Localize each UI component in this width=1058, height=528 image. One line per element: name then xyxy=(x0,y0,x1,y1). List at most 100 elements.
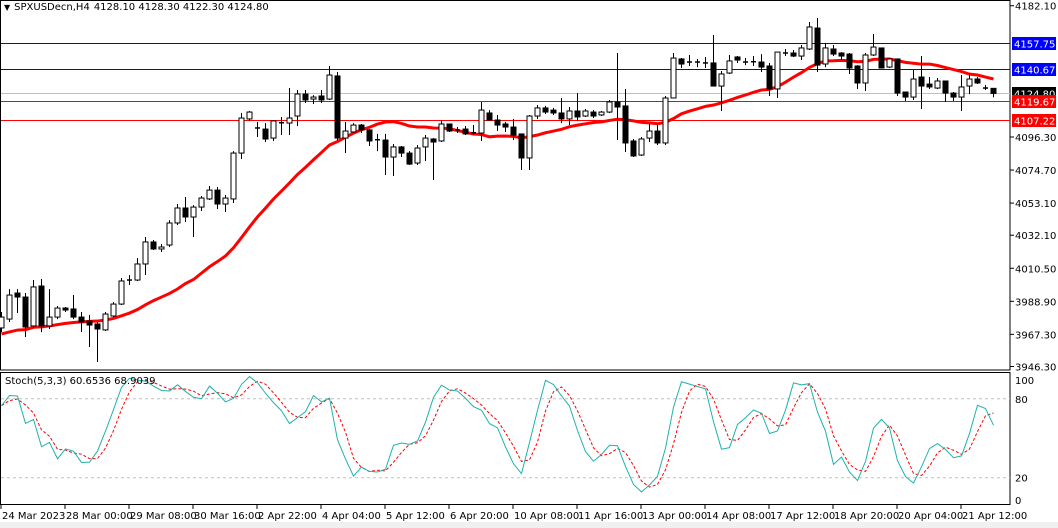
candle[interactable] xyxy=(478,101,485,141)
candle[interactable] xyxy=(630,138,637,158)
candle[interactable] xyxy=(398,146,405,158)
candle[interactable] xyxy=(614,52,621,141)
candle[interactable] xyxy=(62,306,69,313)
candle[interactable] xyxy=(646,123,653,143)
candle[interactable] xyxy=(703,56,708,68)
candle[interactable] xyxy=(886,58,893,68)
candle[interactable] xyxy=(862,52,869,91)
candle[interactable] xyxy=(814,17,821,72)
candle[interactable] xyxy=(174,204,181,225)
candle[interactable] xyxy=(510,118,517,141)
candle[interactable] xyxy=(502,122,509,132)
candle[interactable] xyxy=(918,56,925,109)
candle[interactable] xyxy=(950,92,957,102)
candle[interactable] xyxy=(38,278,45,333)
candle[interactable] xyxy=(838,52,845,61)
candle[interactable] xyxy=(718,71,725,111)
candle[interactable] xyxy=(783,49,788,57)
candle[interactable] xyxy=(758,54,765,72)
candle[interactable] xyxy=(462,125,469,136)
candle[interactable] xyxy=(798,45,805,61)
triangle-down-icon[interactable]: ▼ xyxy=(4,3,11,12)
candle[interactable] xyxy=(46,289,53,330)
candle[interactable] xyxy=(134,258,141,281)
candle[interactable] xyxy=(854,65,861,89)
candle[interactable] xyxy=(983,84,988,91)
candle[interactable] xyxy=(150,239,157,251)
candle[interactable] xyxy=(86,314,93,348)
candle[interactable] xyxy=(238,112,245,160)
candle[interactable] xyxy=(310,95,317,104)
candle[interactable] xyxy=(654,125,661,145)
candle[interactable] xyxy=(830,45,837,57)
candle[interactable] xyxy=(222,194,229,212)
candle[interactable] xyxy=(894,58,901,96)
candle[interactable] xyxy=(78,312,85,333)
candle[interactable] xyxy=(958,75,965,111)
candle[interactable] xyxy=(14,289,21,313)
candle[interactable] xyxy=(726,54,733,74)
candle[interactable] xyxy=(990,87,997,98)
candle[interactable] xyxy=(902,91,909,102)
candle[interactable] xyxy=(494,114,501,132)
candle[interactable] xyxy=(318,90,325,104)
candle[interactable] xyxy=(790,49,797,57)
candle[interactable] xyxy=(743,58,748,66)
candle[interactable] xyxy=(598,110,605,117)
candle[interactable] xyxy=(102,312,109,331)
candle[interactable] xyxy=(142,237,149,275)
candle[interactable] xyxy=(926,77,933,89)
candle[interactable] xyxy=(158,243,165,253)
candle[interactable] xyxy=(358,123,365,134)
candle[interactable] xyxy=(206,185,213,201)
candle[interactable] xyxy=(662,95,669,145)
candle[interactable] xyxy=(286,88,293,136)
candle[interactable] xyxy=(334,71,341,141)
candle[interactable] xyxy=(622,88,629,152)
candle[interactable] xyxy=(974,77,981,85)
candle[interactable] xyxy=(198,196,205,212)
candle[interactable] xyxy=(270,120,277,141)
candle[interactable] xyxy=(127,275,132,285)
candle[interactable] xyxy=(0,312,5,333)
candle[interactable] xyxy=(590,110,597,119)
candle[interactable] xyxy=(558,97,565,124)
candle[interactable] xyxy=(326,66,333,100)
candle[interactable] xyxy=(518,133,525,171)
candle[interactable] xyxy=(526,114,533,171)
candle[interactable] xyxy=(414,144,421,165)
candle[interactable] xyxy=(110,302,117,318)
candle[interactable] xyxy=(350,123,357,134)
candle[interactable] xyxy=(550,107,557,115)
candle[interactable] xyxy=(255,122,260,137)
candle[interactable] xyxy=(70,295,77,320)
candle[interactable] xyxy=(566,107,573,126)
candle[interactable] xyxy=(455,127,460,134)
candle[interactable] xyxy=(942,80,949,102)
candle[interactable] xyxy=(471,125,476,136)
candle[interactable] xyxy=(375,133,380,152)
candle[interactable] xyxy=(54,306,61,320)
candle[interactable] xyxy=(766,62,773,96)
candle[interactable] xyxy=(687,54,692,67)
candle[interactable] xyxy=(422,135,429,162)
candle[interactable] xyxy=(966,73,973,95)
candle[interactable] xyxy=(751,56,756,67)
candle[interactable] xyxy=(382,133,389,175)
candle[interactable] xyxy=(118,278,125,305)
candle[interactable] xyxy=(190,205,197,238)
candle[interactable] xyxy=(430,138,437,180)
candle[interactable] xyxy=(6,289,13,322)
candle[interactable] xyxy=(878,47,885,69)
candle[interactable] xyxy=(166,220,173,248)
candle[interactable] xyxy=(534,105,541,119)
candle[interactable] xyxy=(438,120,445,143)
candle[interactable] xyxy=(806,21,813,50)
candle[interactable] xyxy=(695,58,700,68)
candle[interactable] xyxy=(294,90,301,126)
candle[interactable] xyxy=(30,280,37,328)
candle[interactable] xyxy=(606,99,613,113)
candle[interactable] xyxy=(182,196,189,223)
candle[interactable] xyxy=(846,52,853,74)
